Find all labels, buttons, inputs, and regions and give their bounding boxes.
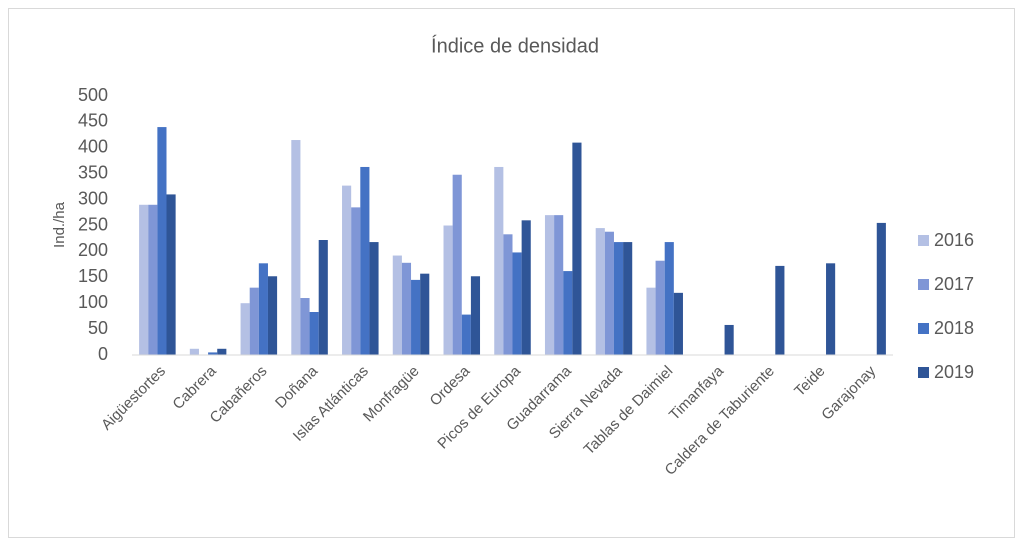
y-tick-label: 0	[98, 344, 108, 364]
bar	[443, 225, 453, 355]
bar	[267, 276, 278, 355]
legend-label: 2019	[934, 362, 974, 382]
bar	[369, 242, 379, 355]
legend-swatch	[918, 235, 929, 246]
bar	[623, 242, 633, 355]
bar	[342, 185, 352, 355]
bar	[595, 228, 605, 355]
y-tick-label: 100	[78, 292, 108, 312]
bar	[544, 215, 555, 355]
bar	[360, 166, 370, 355]
bar	[470, 276, 481, 355]
chart-title: Índice de densidad	[431, 34, 599, 57]
bar	[503, 234, 513, 355]
legend-swatch	[918, 279, 929, 290]
bar	[673, 292, 683, 355]
bar	[461, 314, 471, 355]
y-tick-label: 350	[78, 162, 108, 182]
bar	[300, 298, 310, 355]
y-tick-label: 250	[78, 214, 108, 234]
bar	[613, 242, 624, 355]
bar	[494, 166, 504, 355]
bar	[291, 140, 301, 355]
bar	[554, 215, 564, 355]
bar	[351, 207, 361, 355]
legend-label: 2017	[934, 274, 974, 294]
bar	[775, 265, 785, 355]
bar	[148, 204, 158, 355]
y-axis-label: Ind./ha	[51, 201, 68, 248]
bar	[249, 287, 259, 355]
y-tick-label: 500	[78, 85, 108, 105]
bar	[826, 263, 836, 355]
bar	[309, 312, 319, 355]
bar	[876, 222, 886, 355]
bar	[411, 279, 421, 355]
bar	[646, 287, 656, 355]
bar	[563, 271, 573, 355]
bar	[572, 142, 582, 355]
bar	[318, 240, 328, 355]
bar	[189, 348, 199, 355]
bar	[655, 260, 665, 355]
y-tick-label: 300	[78, 188, 108, 208]
bar	[604, 231, 614, 355]
bar	[157, 127, 167, 355]
legend-label: 2016	[934, 230, 974, 250]
y-tick-label: 150	[78, 266, 108, 286]
bar	[452, 174, 462, 355]
y-tick-label: 200	[78, 240, 108, 260]
legend-swatch	[918, 367, 929, 378]
bar	[512, 252, 522, 355]
y-tick-label: 400	[78, 137, 108, 157]
legend-swatch	[918, 323, 929, 334]
bar	[420, 273, 430, 355]
legend-label: 2018	[934, 318, 974, 338]
y-tick-label: 50	[88, 318, 108, 338]
bar	[217, 348, 227, 355]
bar	[724, 324, 734, 355]
bar	[258, 263, 268, 355]
bar	[139, 204, 149, 355]
bar	[401, 262, 412, 355]
bar	[208, 352, 218, 355]
y-tick-label: 450	[78, 111, 108, 131]
bar	[521, 220, 531, 355]
bar	[166, 194, 176, 355]
bar	[664, 242, 674, 355]
bar	[240, 303, 250, 355]
bar	[392, 255, 402, 355]
